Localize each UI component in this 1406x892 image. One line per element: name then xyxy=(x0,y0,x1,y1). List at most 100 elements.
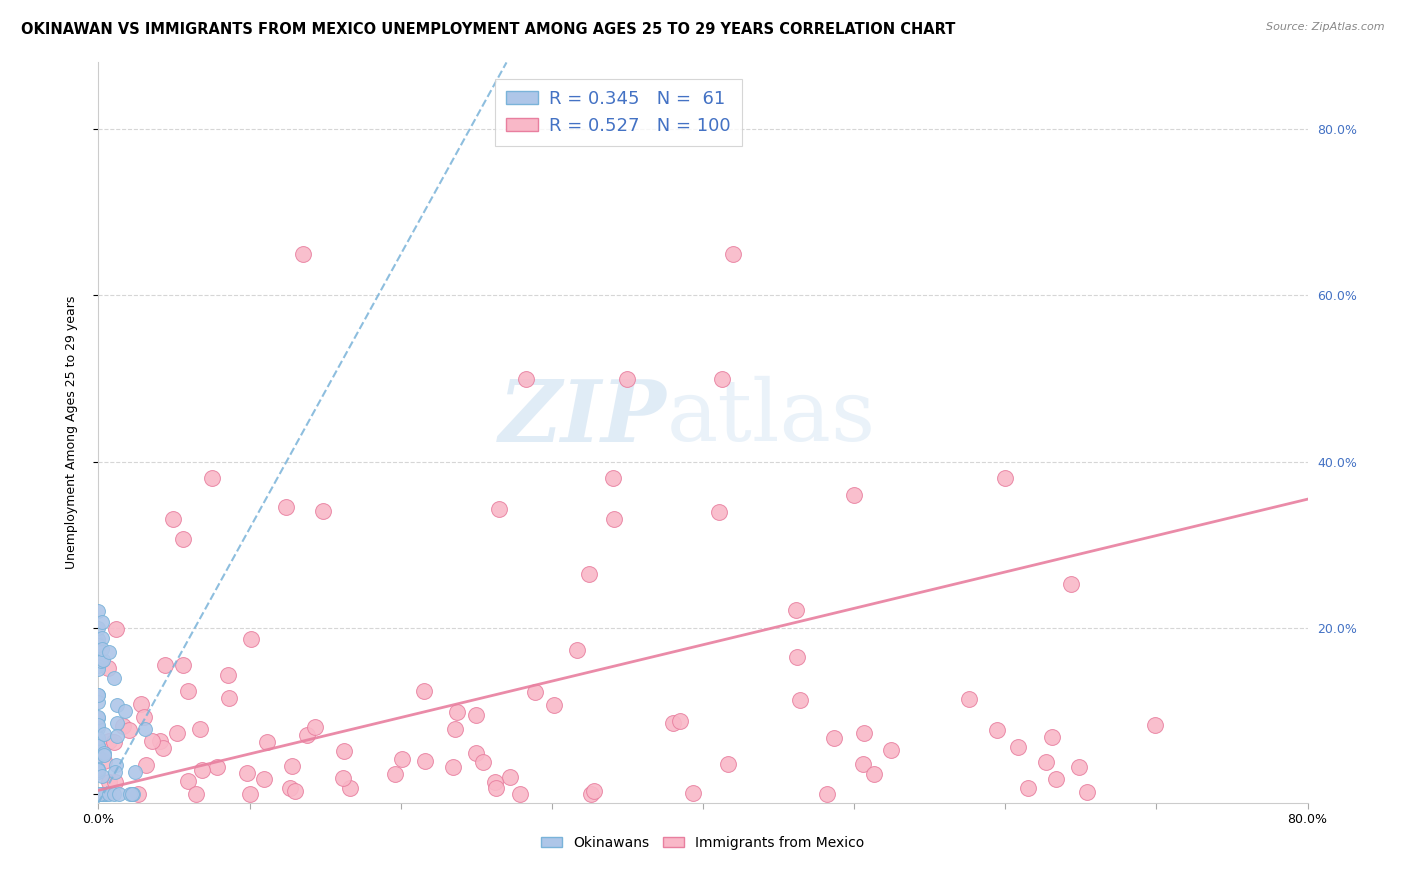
Point xyxy=(97,774,120,789)
Point xyxy=(87,695,110,709)
Point xyxy=(274,500,297,514)
Point xyxy=(789,693,811,707)
Point xyxy=(205,760,228,774)
Point xyxy=(87,689,110,703)
Point xyxy=(93,788,115,802)
Point xyxy=(129,698,152,712)
Point xyxy=(93,746,115,760)
Point xyxy=(1040,730,1063,744)
Point xyxy=(1017,781,1039,796)
Point xyxy=(91,615,114,629)
Point xyxy=(91,642,114,657)
Point xyxy=(616,371,638,385)
Point xyxy=(239,787,262,801)
Point xyxy=(986,723,1008,737)
Point xyxy=(104,775,127,789)
Point xyxy=(994,471,1017,485)
Point xyxy=(114,704,136,718)
Point xyxy=(852,756,875,771)
Legend: Okinawans, Immigrants from Mexico: Okinawans, Immigrants from Mexico xyxy=(536,830,870,855)
Point xyxy=(880,743,903,757)
Point xyxy=(441,760,464,774)
Point xyxy=(87,731,110,746)
Point xyxy=(87,788,110,802)
Point xyxy=(90,788,112,802)
Point xyxy=(134,722,156,736)
Point xyxy=(844,488,866,502)
Point xyxy=(87,718,110,732)
Point xyxy=(134,710,156,724)
Point xyxy=(152,740,174,755)
Point xyxy=(1069,760,1091,774)
Point xyxy=(177,684,200,698)
Point xyxy=(87,739,110,753)
Point xyxy=(87,749,110,764)
Point xyxy=(87,711,110,725)
Point xyxy=(153,657,176,672)
Point xyxy=(87,788,110,802)
Point xyxy=(87,788,110,802)
Point xyxy=(661,716,683,731)
Point xyxy=(509,788,531,802)
Point xyxy=(91,769,114,783)
Point xyxy=(97,645,120,659)
Point xyxy=(1035,755,1057,769)
Point xyxy=(603,512,626,526)
Point xyxy=(1144,718,1167,732)
Point xyxy=(98,734,121,748)
Point xyxy=(87,788,110,802)
Point xyxy=(177,773,200,788)
Point xyxy=(87,721,110,735)
Point xyxy=(87,764,110,779)
Point xyxy=(579,788,602,802)
Point xyxy=(1045,772,1067,786)
Point xyxy=(105,729,128,743)
Text: ZIP: ZIP xyxy=(499,376,666,459)
Point xyxy=(465,746,488,760)
Point xyxy=(682,786,704,800)
Point xyxy=(524,685,547,699)
Point xyxy=(127,788,149,802)
Point xyxy=(94,788,117,802)
Point xyxy=(565,643,588,657)
Point xyxy=(284,784,307,798)
Point xyxy=(823,731,845,746)
Point xyxy=(87,763,110,777)
Point xyxy=(217,667,239,681)
Point xyxy=(582,784,605,798)
Text: OKINAWAN VS IMMIGRANTS FROM MEXICO UNEMPLOYMENT AMONG AGES 25 TO 29 YEARS CORREL: OKINAWAN VS IMMIGRANTS FROM MEXICO UNEMP… xyxy=(21,22,956,37)
Point xyxy=(1076,784,1098,798)
Point xyxy=(97,661,120,675)
Point xyxy=(499,770,522,784)
Point xyxy=(87,788,110,802)
Point xyxy=(172,657,194,672)
Point xyxy=(103,735,125,749)
Point xyxy=(444,722,467,736)
Point xyxy=(93,727,115,741)
Point xyxy=(91,788,114,802)
Point xyxy=(87,788,110,802)
Point xyxy=(141,734,163,748)
Point xyxy=(87,659,110,673)
Point xyxy=(112,719,135,733)
Point xyxy=(87,635,110,649)
Point xyxy=(103,671,125,685)
Point xyxy=(339,780,361,795)
Point xyxy=(90,654,112,668)
Point xyxy=(105,715,128,730)
Point xyxy=(312,504,335,518)
Point xyxy=(188,722,211,736)
Point xyxy=(87,688,110,702)
Point xyxy=(87,605,110,619)
Point xyxy=(87,739,110,753)
Point xyxy=(87,710,110,724)
Text: atlas: atlas xyxy=(666,376,876,459)
Point xyxy=(669,714,692,729)
Point xyxy=(91,788,114,802)
Point xyxy=(201,471,224,485)
Point xyxy=(304,720,326,734)
Point xyxy=(863,766,886,780)
Point xyxy=(384,767,406,781)
Point xyxy=(333,744,356,758)
Point xyxy=(413,683,436,698)
